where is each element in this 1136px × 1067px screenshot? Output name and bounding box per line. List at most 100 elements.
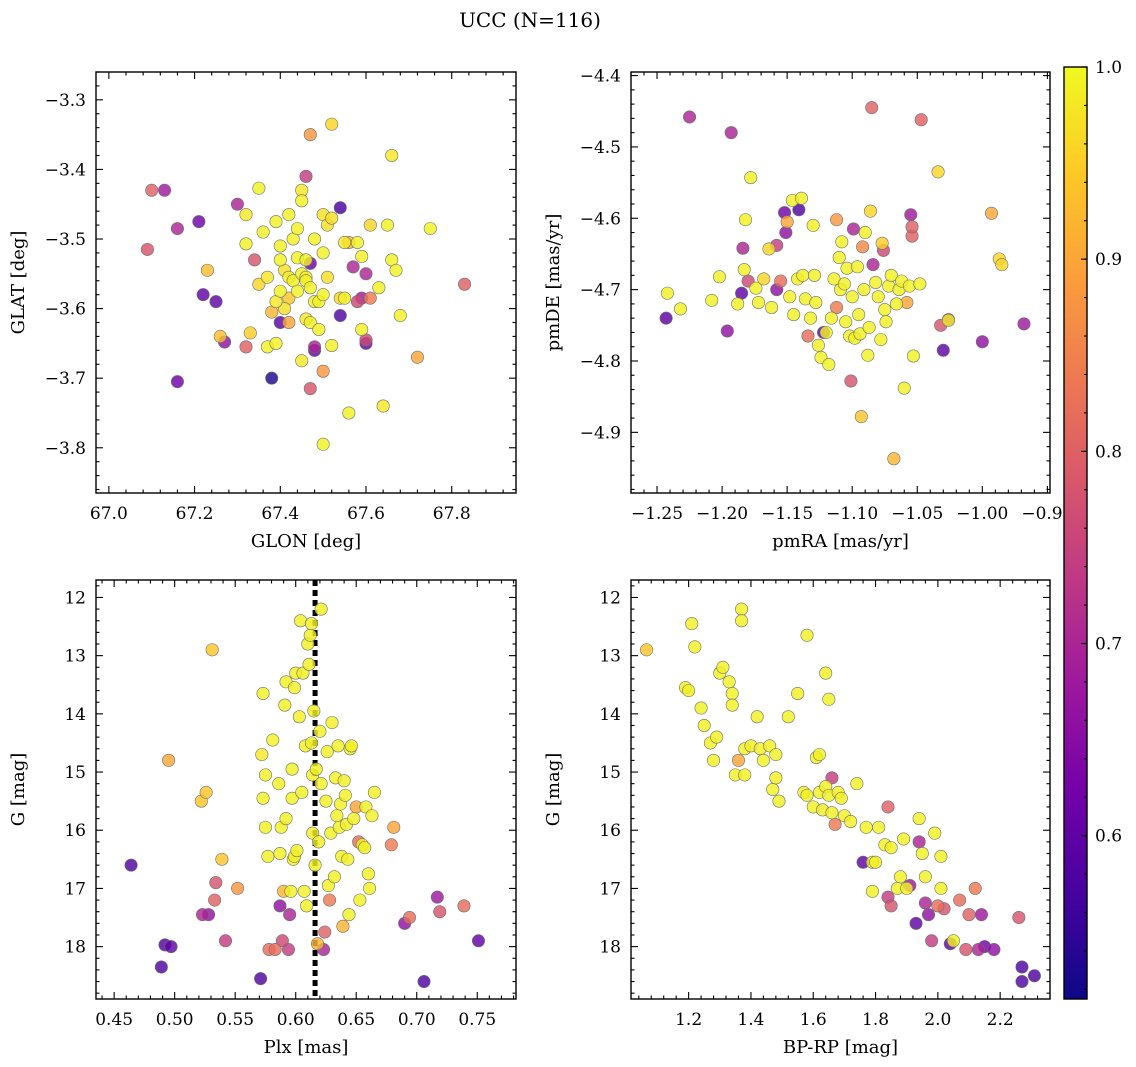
x-axis-label: pmRA [mas/yr]: [772, 531, 909, 552]
data-point: [893, 870, 907, 884]
data-point: [363, 291, 377, 305]
data-point: [739, 213, 753, 227]
data-point: [347, 812, 361, 826]
data-point: [712, 270, 726, 284]
scatter-points: [640, 602, 1041, 989]
x-tick-label: 0.75: [458, 1010, 496, 1030]
data-point: [869, 855, 883, 869]
data-point: [314, 777, 328, 791]
data-point: [268, 943, 282, 957]
data-point: [457, 899, 471, 913]
data-point: [660, 286, 674, 300]
data-point: [256, 225, 270, 239]
data-point: [199, 785, 213, 799]
data-point: [372, 281, 386, 295]
data-point: [809, 295, 823, 309]
data-point: [337, 774, 351, 788]
data-point: [724, 126, 738, 140]
y-tick-label: 16: [64, 821, 86, 841]
data-point: [863, 204, 877, 218]
data-point: [170, 375, 184, 389]
y-tick-label: 16: [599, 821, 621, 841]
x-tick-label: −1.15: [761, 504, 813, 524]
data-point: [265, 371, 279, 385]
data-point: [858, 226, 872, 240]
data-point: [258, 768, 272, 782]
x-tick-label: −1.00: [956, 504, 1008, 524]
data-point: [909, 916, 923, 930]
data-point: [694, 701, 708, 715]
scatter-points: [140, 117, 472, 451]
data-point: [744, 171, 758, 185]
data-point: [850, 777, 864, 791]
y-tick-label: 18: [599, 938, 621, 958]
data-point: [859, 820, 873, 834]
y-tick-label: 15: [64, 763, 86, 783]
data-point: [219, 934, 233, 948]
data-point: [794, 191, 808, 205]
data-point: [913, 277, 927, 291]
x-tick-label: 67.8: [433, 504, 471, 524]
data-point: [231, 881, 245, 895]
colorbar: 1.0 0.9 0.8 0.7 0.6: [1063, 58, 1122, 1000]
data-point: [731, 753, 745, 767]
data-point: [338, 291, 352, 305]
x-tick-label: 0.60: [277, 1010, 315, 1030]
data-point: [987, 943, 1001, 957]
data-point: [363, 218, 377, 232]
y-tick-label: 14: [64, 705, 86, 725]
data-point: [273, 253, 287, 267]
data-point: [367, 785, 381, 799]
data-point: [300, 899, 314, 913]
data-point: [857, 283, 871, 297]
data-point: [822, 358, 836, 372]
data-point: [889, 297, 903, 311]
y-tick-label: 18: [64, 938, 86, 958]
y-tick-label: −3.3: [45, 91, 86, 111]
data-point: [308, 858, 322, 872]
data-point: [946, 934, 960, 948]
data-point: [737, 263, 751, 277]
x-tick-label: 2.0: [924, 1010, 951, 1030]
data-point: [959, 943, 973, 957]
x-tick-label: 1.4: [737, 1010, 764, 1030]
data-point: [275, 934, 289, 948]
data-point: [299, 169, 313, 183]
data-point: [953, 893, 967, 907]
data-point: [261, 849, 275, 863]
data-point: [158, 183, 172, 197]
data-point: [254, 972, 268, 986]
data-point: [806, 218, 820, 232]
data-point: [914, 113, 928, 127]
data-point: [807, 268, 821, 282]
data-point: [154, 960, 168, 974]
data-point: [839, 315, 853, 329]
data-point: [832, 251, 846, 265]
data-point: [239, 237, 253, 251]
data-point: [904, 208, 918, 222]
data-point: [295, 194, 309, 208]
data-point: [243, 326, 257, 340]
data-point: [273, 899, 287, 913]
data-point: [164, 940, 178, 954]
data-point: [865, 884, 879, 898]
y-tick-label: 13: [599, 647, 621, 667]
data-point: [124, 858, 138, 872]
data-point: [333, 309, 347, 323]
data-point: [725, 686, 739, 700]
data-point: [312, 835, 326, 849]
x-axis-label: GLON [deg]: [251, 531, 361, 552]
data-point: [942, 313, 956, 327]
data-point: [871, 290, 885, 304]
data-point: [735, 614, 749, 628]
data-point: [710, 730, 724, 744]
data-point: [458, 277, 472, 291]
data-point: [331, 739, 345, 753]
data-point: [962, 908, 976, 922]
data-point: [410, 350, 424, 364]
data-point: [303, 281, 317, 295]
plot-frame: [630, 71, 1051, 494]
data-point: [316, 364, 330, 378]
data-point: [269, 336, 283, 350]
x-axis-label: Plx [mas]: [264, 1037, 349, 1058]
